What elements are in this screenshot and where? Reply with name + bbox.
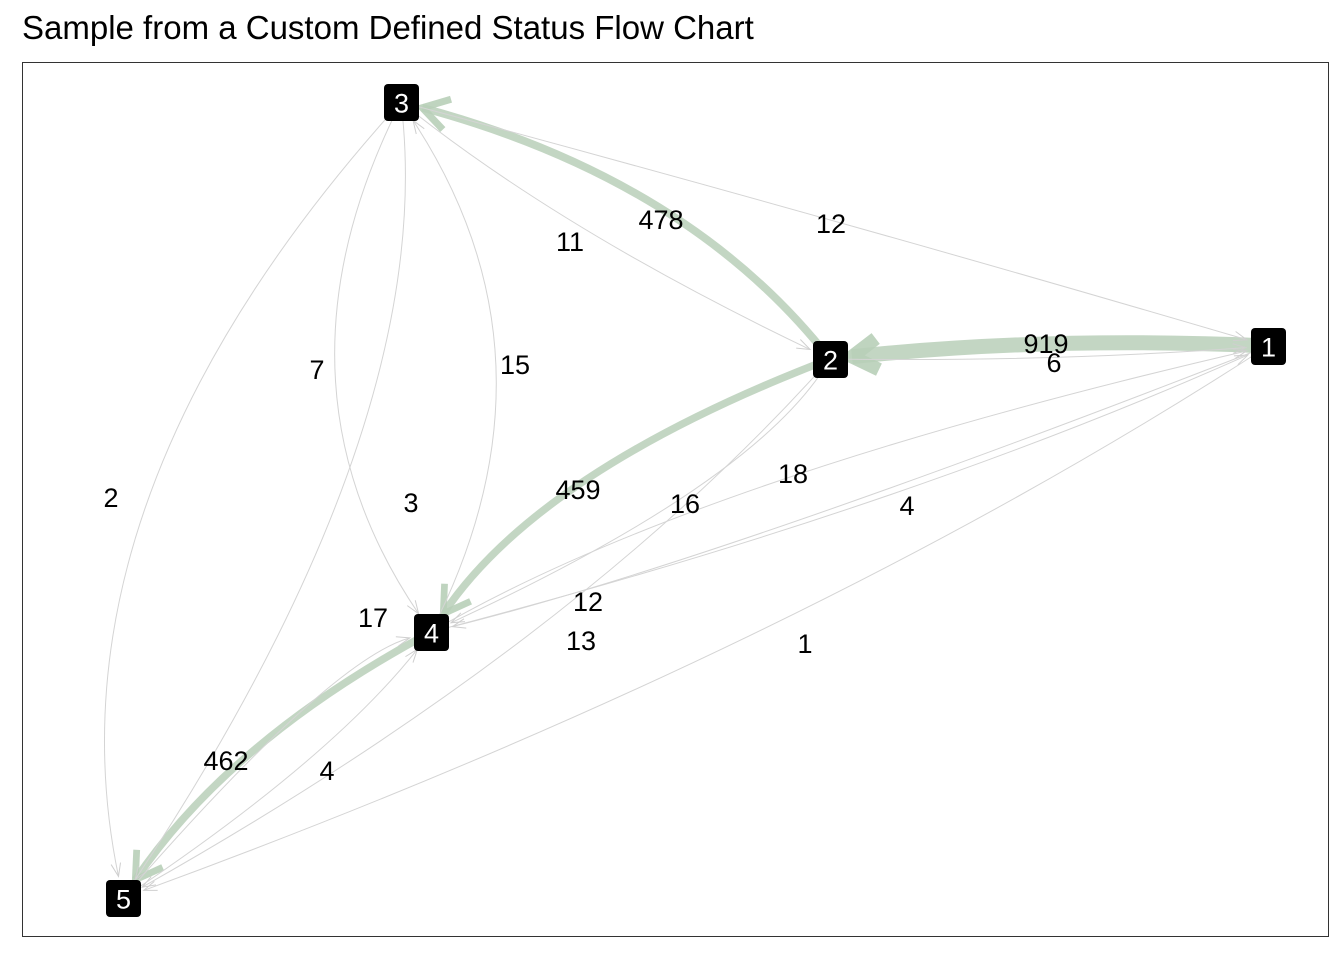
node-2-label: 2 (823, 346, 838, 376)
edge-3-to-1-arrowhead (1232, 331, 1249, 342)
node-4-box (414, 614, 449, 651)
edge-2-to-3 (421, 103, 834, 362)
edge-2-to-5 (141, 358, 831, 888)
edge-1-to-2-arrowhead (839, 333, 882, 376)
edge-3-to-4-arrowhead (406, 600, 420, 616)
edge-1-to-4-arrowhead (450, 618, 467, 629)
edge-label-1-to-4: 12 (573, 587, 603, 617)
edge-3-to-2-arrowhead (796, 339, 812, 351)
edge-label-4-to-3: 15 (500, 350, 530, 380)
edge-2-to-4 (450, 358, 831, 624)
node-1-label: 1 (1261, 333, 1276, 363)
edge-4-to-1 (430, 354, 1249, 633)
node-5-label: 5 (116, 885, 131, 915)
edge-label-3-to-2: 11 (556, 227, 584, 257)
edge-4-to-5 (132, 628, 433, 882)
edge-label-2-to-1: 6 (1046, 348, 1061, 378)
edge-3-to-5-arrowhead (110, 862, 122, 878)
edge-1-to-2 (851, 335, 1269, 365)
node-3-box (384, 84, 419, 121)
edge-label-1-to-5: 1 (797, 629, 812, 659)
edge-2-to-4-arrowhead (439, 583, 472, 620)
node-2-box (813, 341, 848, 378)
edge-3-to-5-arrowhead (134, 865, 147, 881)
edge-label-2-to-3: 478 (638, 205, 683, 235)
edge-2-to-4 (440, 355, 832, 616)
plot-panel (22, 62, 1329, 937)
node-4-label: 4 (424, 619, 439, 649)
edge-label-1-to-2: 919 (1023, 329, 1068, 359)
edge-label-2-to-4: 459 (555, 475, 600, 505)
edge-label-5-to-4: 4 (319, 756, 334, 786)
edge-3-to-5 (104, 101, 402, 877)
edge-label-3-to-5: 2 (103, 483, 118, 513)
node-2: 2 (813, 341, 848, 378)
edge-3-to-4 (334, 101, 420, 615)
edge-3-to-5 (134, 101, 406, 880)
edges-layer (104, 95, 1269, 899)
edge-label-4-to-1: 4 (899, 491, 914, 521)
node-1: 1 (1251, 328, 1286, 365)
edge-label-3-to-1: 12 (816, 209, 846, 239)
edge-5-to-4-arrowhead (395, 636, 412, 647)
edge-label-5-to-4: 17 (358, 603, 388, 633)
edge-5-to-4 (122, 637, 410, 899)
edge-label-2-to-5: 13 (566, 626, 596, 656)
edge-2-to-1 (829, 347, 1247, 361)
node-4: 4 (414, 614, 449, 651)
edge-3-to-2 (400, 101, 811, 350)
edge-1-to-4 (452, 345, 1269, 628)
edge-4-to-1 (430, 350, 1247, 633)
edge-2-to-5-arrowhead (140, 876, 157, 888)
edge-1-to-5-arrowhead (142, 881, 158, 891)
node-5-box (106, 880, 141, 917)
chart-title: Sample from a Custom Defined Status Flow… (22, 9, 754, 46)
node-3-label: 3 (394, 89, 409, 119)
node-3: 3 (384, 84, 419, 121)
edge-3-to-1 (400, 101, 1248, 341)
edge-4-to-1-arrowhead (1233, 354, 1250, 366)
edge-label-2-to-4: 18 (778, 459, 808, 489)
edge-5-to-4 (122, 648, 418, 899)
edge-1-to-5 (143, 345, 1269, 891)
edge-2-to-4-arrowhead (449, 612, 465, 624)
edge-label-3-to-5: 3 (403, 488, 418, 518)
edge-2-to-1-arrowhead (1232, 343, 1248, 354)
node-5: 5 (106, 880, 141, 917)
edge-label-3-to-4: 7 (309, 355, 324, 385)
edge-4-to-3 (412, 120, 497, 633)
edge-label-4-to-1: 16 (670, 489, 700, 519)
edge-label-4-to-5: 462 (203, 746, 248, 776)
node-1-box (1251, 328, 1286, 365)
